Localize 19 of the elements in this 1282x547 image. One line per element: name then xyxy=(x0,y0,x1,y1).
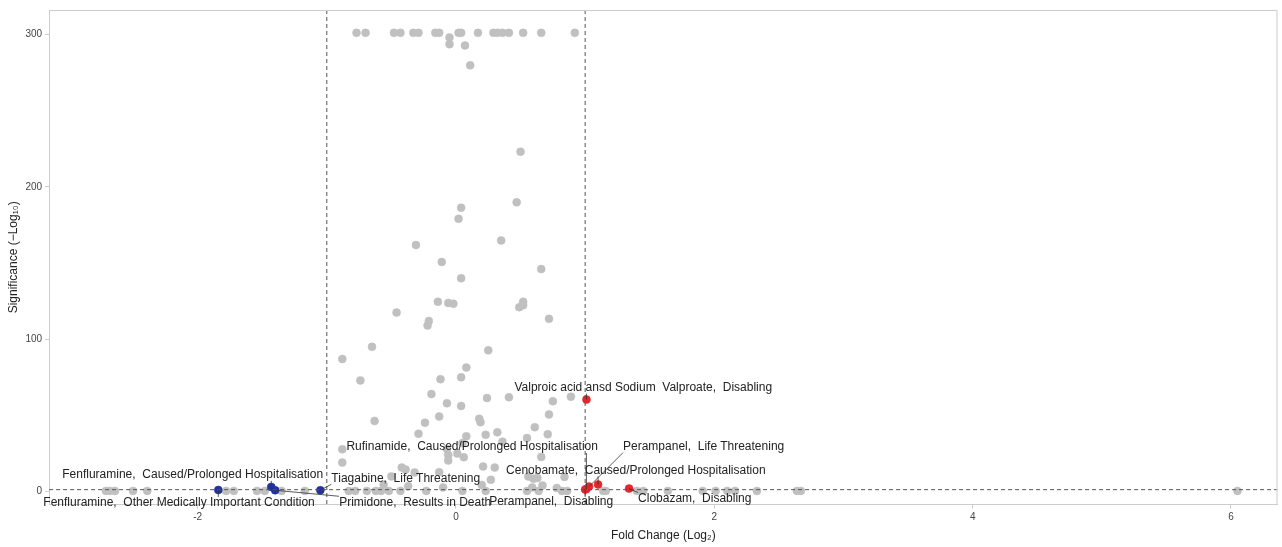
y-tick-label: 200 xyxy=(25,180,43,192)
annotation: Clobazam, Disabling xyxy=(638,490,752,505)
annotation: Tiagabine, Life Threatening xyxy=(331,470,481,485)
x-axis-title: Fold Change (Log₂) xyxy=(610,528,716,543)
x-tick-label: -2 xyxy=(193,511,203,523)
annotation: Fenfluramine, Caused/Prolonged Hospitalisation xyxy=(62,467,324,482)
annotation: Perampanel, Life Threatening xyxy=(623,438,785,453)
y-axis-title: Significance (−Log₁₀) xyxy=(5,201,20,314)
x-tick-label: 0 xyxy=(453,511,460,523)
x-tick-label: 2 xyxy=(711,511,718,523)
x-tick-label: 4 xyxy=(969,511,976,523)
y-tick-label: 100 xyxy=(25,332,43,344)
y-tick-label: 300 xyxy=(25,28,43,40)
y-tick-label: 0 xyxy=(36,485,43,497)
annotation: Rufinamide, Caused/Prolonged Hospitalisation xyxy=(346,439,598,454)
x-tick-label: 6 xyxy=(1228,511,1235,523)
annotation: Valproic acid ansd Sodium Valproate, Disabling xyxy=(514,379,773,394)
annotation: Fenfluramine, Other Medically Important Condition xyxy=(43,495,315,510)
annotation: Perampanel, Disabling xyxy=(489,493,614,508)
